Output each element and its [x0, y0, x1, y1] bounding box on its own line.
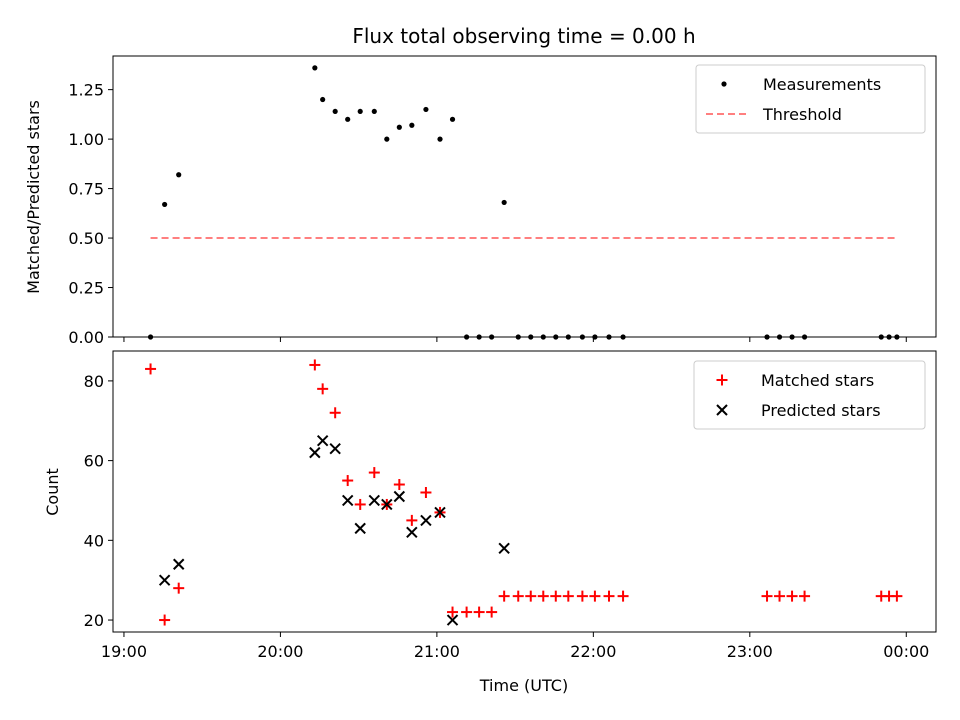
data-point: [173, 582, 185, 594]
y-tick-label: 20: [84, 611, 104, 630]
data-point: [498, 590, 510, 602]
data-point: [512, 590, 524, 602]
legend-marker: [716, 374, 728, 386]
data-point: [437, 136, 443, 142]
data-point: [384, 136, 390, 142]
data-point: [371, 108, 377, 115]
data-point: [537, 590, 549, 602]
data-point: [774, 590, 786, 602]
data-point: [617, 590, 629, 602]
y-tick-label: 0.25: [68, 279, 104, 298]
data-point: [320, 96, 326, 103]
data-point: [159, 614, 171, 626]
data-point: [357, 108, 363, 115]
data-point: [354, 498, 366, 510]
legend-label: Matched stars: [761, 371, 874, 390]
data-point: [354, 522, 366, 535]
y-tick-label: 1.25: [68, 81, 104, 100]
series-matched-stars: [145, 359, 903, 626]
y-tick-label: 0.50: [68, 229, 104, 248]
data-point: [173, 558, 185, 570]
plot-frame: [112, 350, 937, 633]
top-panel-plot: 0.00 0.25 0.50 0.75 1.00 1.25 Measurements Thre…: [68, 55, 937, 347]
y-tick-label: 80: [84, 372, 104, 391]
y-tick-label: 0.00: [68, 328, 104, 347]
data-point: [393, 479, 405, 491]
legend-marker: [721, 81, 727, 87]
y-tick-label: 60: [84, 452, 104, 471]
data-point: [162, 201, 168, 208]
data-point: [145, 363, 157, 375]
data-point: [406, 514, 418, 526]
legend-label: Threshold: [762, 105, 842, 124]
legend-marker: [716, 404, 728, 416]
data-point: [786, 590, 798, 602]
y-tick-label: 40: [84, 531, 104, 550]
legend: Measurements Threshold: [695, 64, 926, 134]
data-point: [461, 606, 473, 618]
data-point: [603, 590, 615, 602]
x-tick-label: 22:00: [570, 642, 616, 661]
x-tick-label: 00:00: [883, 642, 929, 661]
data-point: [473, 606, 485, 618]
data-point: [368, 494, 381, 507]
data-point: [525, 590, 537, 602]
data-point: [396, 124, 402, 130]
data-point: [381, 498, 393, 511]
x-tick-label: 19:00: [101, 642, 147, 661]
data-point: [345, 116, 351, 122]
data-point: [891, 590, 903, 602]
y-tick-label: 0.75: [68, 180, 104, 199]
legend-frame: [695, 64, 926, 134]
data-point: [486, 606, 498, 618]
series-predicted-stars: [158, 434, 510, 626]
data-point: [312, 65, 318, 71]
data-point: [420, 514, 432, 527]
data-point: [341, 494, 354, 507]
data-point: [420, 486, 432, 498]
data-point: [423, 106, 429, 113]
data-point: [329, 407, 341, 419]
data-point: [316, 434, 329, 447]
data-point: [550, 590, 562, 602]
data-point: [799, 590, 811, 602]
data-point: [158, 574, 171, 586]
legend-label: Predicted stars: [761, 401, 881, 420]
data-point: [393, 490, 406, 503]
data-point: [368, 467, 380, 479]
x-axis-title: Time (UTC): [479, 676, 568, 695]
legend-label: Measurements: [763, 75, 881, 94]
top-y-axis-title: Matched/Predicted stars: [24, 100, 43, 294]
data-point: [309, 359, 321, 371]
bottom-panel-plot: 20 40 60 80 19:00 20:00 21:00 22:00 23:00 00:00 Ma…: [84, 350, 937, 661]
data-point: [589, 590, 601, 602]
data-point: [562, 590, 574, 602]
data-point: [761, 590, 773, 602]
data-point: [409, 122, 415, 128]
legend: Matched stars Predicted stars: [693, 360, 926, 430]
data-point: [332, 108, 338, 115]
data-point: [309, 446, 321, 459]
legend-frame: [693, 360, 926, 430]
data-point: [434, 506, 446, 519]
data-point: [446, 614, 459, 626]
x-tick-label: 23:00: [727, 642, 773, 661]
plot-frame: [112, 55, 937, 338]
data-point: [449, 116, 456, 122]
data-point: [501, 199, 507, 206]
data-point: [317, 383, 329, 395]
data-point: [498, 542, 510, 555]
bottom-y-axis-title: Count: [43, 468, 62, 516]
data-point: [447, 606, 459, 618]
x-tick-label: 20:00: [257, 642, 303, 661]
data-point: [342, 475, 354, 487]
data-point: [406, 526, 418, 539]
data-point: [329, 442, 341, 455]
data-point: [576, 590, 588, 602]
data-point: [176, 172, 182, 178]
chart-title: Flux total observing time = 0.00 h: [352, 24, 695, 48]
x-tick-label: 21:00: [414, 642, 460, 661]
y-tick-label: 1.00: [68, 130, 104, 149]
